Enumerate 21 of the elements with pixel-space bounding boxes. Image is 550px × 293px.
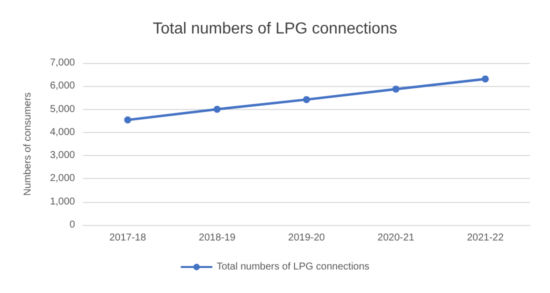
x-tick-label: 2019-20 [288,232,326,244]
y-tick-label: 0 [69,220,76,230]
y-tick-label: 1,000 [50,196,76,208]
point [392,86,400,93]
y-tick-label: 6,000 [50,80,76,92]
y-tick-label: 4,000 [50,126,76,138]
x-tick-label: 2021-22 [466,232,504,244]
legend-label: Total numbers of LPG connections [216,262,370,272]
chart-title: Total numbers of LPG connections [152,20,398,38]
y-tick-label: 5,000 [50,104,76,115]
y-tick-label: 7,000 [50,58,76,68]
x-tick-label: 2018-19 [198,232,236,244]
x-tick-label: 2017-18 [109,232,146,244]
y-tick-label: 3,000 [50,150,76,162]
point [214,106,221,113]
point [482,75,489,82]
y-tick-label: 2,000 [50,173,76,184]
point [303,96,310,104]
x-tick-label: 2020-21 [378,232,415,244]
y-axis-title: Numbers of consumers [22,92,34,196]
point [124,116,132,124]
